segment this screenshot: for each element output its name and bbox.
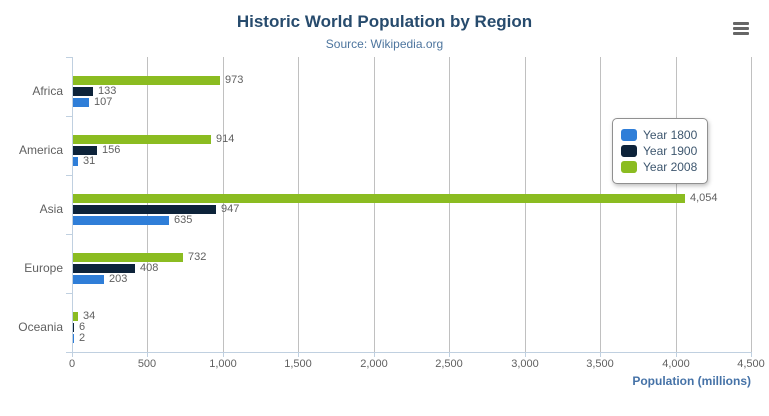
- x-tick-label-1000: 1,000: [209, 358, 237, 370]
- bar-value-label-year-1800-africa: 107: [94, 96, 113, 108]
- y-axis-tick: [66, 116, 72, 117]
- x-tick-label-4500: 4,500: [737, 358, 765, 370]
- bar-year-2008-america[interactable]: [73, 135, 211, 144]
- x-tick-label-3000: 3,000: [511, 358, 539, 370]
- x-tick-label-0: 0: [68, 358, 76, 370]
- x-tick-label-1500: 1,500: [284, 358, 312, 370]
- gridline-x-1500: [298, 57, 299, 352]
- y-axis-line: [72, 57, 73, 352]
- x-axis-tick: [751, 352, 752, 357]
- x-axis-tick: [223, 352, 224, 357]
- bar-year-1800-america[interactable]: [73, 157, 78, 166]
- bar-value-label-year-2008-europe: 732: [188, 251, 207, 263]
- legend-label-year-2008: Year 2008: [643, 160, 698, 174]
- x-axis-tick: [374, 352, 375, 357]
- y-axis-tick: [66, 175, 72, 176]
- legend-item-year-1900[interactable]: Year 1900: [621, 144, 697, 158]
- bar-value-label-year-1900-america: 156: [102, 144, 121, 156]
- chart-title: Historic World Population by Region: [236, 12, 533, 31]
- legend-swatch-year-1900: [621, 145, 637, 157]
- bar-year-2008-africa[interactable]: [73, 76, 220, 85]
- x-axis-tick: [600, 352, 601, 357]
- x-tick-label-4000: 4,000: [662, 358, 690, 370]
- hamburger-icon: [733, 32, 749, 35]
- category-label-america: America: [18, 143, 63, 157]
- x-tick-label-2000: 2,000: [360, 358, 388, 370]
- gridline-x-2500: [449, 57, 450, 352]
- gridline-x-3000: [525, 57, 526, 352]
- gridline-x-500: [147, 57, 148, 352]
- y-axis-tick: [66, 352, 72, 353]
- plot-area: 973 133 107 914 156 31 4,054 947 635 732 408 203 34 6…: [72, 57, 752, 353]
- bar-year-1800-europe[interactable]: [73, 275, 104, 284]
- bar-value-label-year-1900-asia: 947: [221, 203, 240, 215]
- gridline-x-3500: [600, 57, 601, 352]
- x-tick-label-3500: 3,500: [586, 358, 614, 370]
- x-tick-label-500: 500: [137, 358, 157, 370]
- hamburger-menu-button[interactable]: [733, 22, 749, 36]
- chart-subtitle: Source: Wikipedia.org: [325, 37, 444, 51]
- x-axis-tick: [676, 352, 677, 357]
- gridline-x-4500: [751, 57, 752, 352]
- bar-year-2008-oceania[interactable]: [73, 312, 78, 321]
- legend-item-year-2008[interactable]: Year 2008: [621, 160, 697, 174]
- bar-value-label-year-1900-europe: 408: [140, 262, 159, 274]
- category-label-africa: Africa: [32, 84, 63, 98]
- hamburger-icon: [733, 22, 749, 25]
- category-label-asia: Asia: [39, 202, 63, 216]
- bar-value-label-year-1800-europe: 203: [109, 273, 128, 285]
- bar-value-label-year-1800-oceania: 2: [79, 332, 86, 344]
- bar-year-1900-africa[interactable]: [73, 87, 93, 96]
- legend: Year 1800 Year 1900 Year 2008: [612, 118, 709, 184]
- x-axis-tick: [72, 352, 73, 357]
- y-axis-tick: [66, 234, 72, 235]
- legend-swatch-year-1800: [621, 129, 637, 141]
- bar-value-label-year-1800-america: 31: [83, 155, 96, 167]
- bar-value-label-year-2008-asia: 4,054: [690, 192, 718, 204]
- bar-year-1800-africa[interactable]: [73, 98, 89, 107]
- x-axis-tick: [449, 352, 450, 357]
- x-axis-tick: [147, 352, 148, 357]
- legend-label-year-1900: Year 1900: [643, 144, 698, 158]
- x-axis-line: [72, 352, 751, 353]
- bar-year-1800-asia[interactable]: [73, 216, 169, 225]
- legend-item-year-1800[interactable]: Year 1800: [621, 128, 697, 142]
- bar-year-1800-oceania[interactable]: [73, 334, 74, 343]
- bar-year-1900-oceania[interactable]: [73, 323, 74, 332]
- x-axis-title: Population (millions): [632, 374, 751, 388]
- bar-value-label-year-2008-oceania: 34: [83, 310, 96, 322]
- bar-year-2008-asia[interactable]: [73, 194, 685, 203]
- x-tick-label-2500: 2,500: [435, 358, 463, 370]
- x-axis-tick: [298, 352, 299, 357]
- gridline-x-4000: [676, 57, 677, 352]
- gridline-x-2000: [374, 57, 375, 352]
- x-axis-tick: [525, 352, 526, 357]
- bar-value-label-year-1900-oceania: 6: [79, 321, 86, 333]
- bar-year-1900-america[interactable]: [73, 146, 97, 155]
- bar-year-2008-europe[interactable]: [73, 253, 183, 262]
- hamburger-icon: [733, 27, 749, 30]
- bar-year-1900-asia[interactable]: [73, 205, 216, 214]
- y-axis-tick: [66, 57, 72, 58]
- bar-value-label-year-2008-america: 914: [216, 133, 235, 145]
- legend-swatch-year-2008: [621, 161, 637, 173]
- gridline-x-1000: [223, 57, 224, 352]
- legend-label-year-1800: Year 1800: [643, 128, 698, 142]
- bar-value-label-year-1900-africa: 133: [98, 85, 117, 97]
- bar-year-1900-europe[interactable]: [73, 264, 135, 273]
- category-label-europe: Europe: [24, 261, 63, 275]
- bar-value-label-year-1800-asia: 635: [174, 214, 193, 226]
- y-axis-tick: [66, 293, 72, 294]
- category-label-oceania: Oceania: [18, 320, 63, 334]
- bar-value-label-year-2008-africa: 973: [225, 74, 244, 86]
